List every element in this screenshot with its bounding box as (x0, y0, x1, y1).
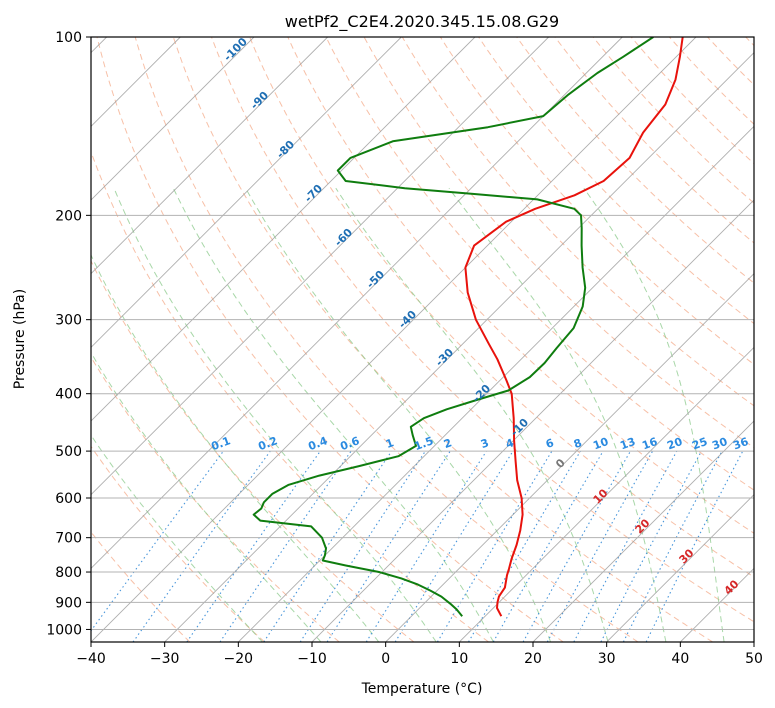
mixing-ratio-line (186, 450, 321, 642)
dry-adiabat-line (325, 37, 754, 491)
x-axis-label: Temperature (°C) (361, 681, 483, 697)
temperature-profile-line (464, 37, 684, 617)
isotherm-line (91, 37, 476, 422)
dry-adiabat-line (287, 37, 754, 534)
isotherms (91, 37, 754, 642)
plot-area: -100-90-80-70-60-50-40-30-20-100.1 0.2 0.4… (91, 37, 754, 642)
mixing-ratio-line (219, 450, 352, 642)
mixing-ratio-label: 6 (544, 436, 556, 451)
moist-adiabat-line (245, 187, 552, 642)
moist-adiabat-line (172, 187, 494, 642)
dry-adiabat-line (172, 37, 713, 642)
y-tick-label: 700 (55, 531, 82, 547)
x-tick-label: 40 (671, 651, 689, 667)
moist-adiabat-line (91, 351, 322, 642)
mixing-ratio-label: 10 (591, 435, 610, 453)
mixing-ratio-label: 30 (710, 435, 729, 453)
y-tick-label: 300 (55, 313, 82, 329)
x-tick-label: −10 (297, 651, 327, 667)
isotherm-line (311, 199, 754, 642)
moist-adiabat-line (113, 188, 437, 642)
mixing-ratio-line (436, 450, 553, 642)
dry-adiabat-line (516, 37, 754, 284)
y-axis-label: Pressure (hPa) (12, 289, 28, 389)
x-tick-label: 20 (524, 651, 542, 667)
mixing-ratio-label: 25 (690, 435, 709, 452)
mixing-ratio-line (600, 450, 702, 642)
dry-adiabat-line (91, 445, 265, 642)
moist-adiabat-line (91, 434, 263, 642)
moist-adiabat-line (335, 187, 609, 642)
isotherm-line (91, 37, 328, 275)
dry-adiabat-line (249, 37, 754, 578)
isotherm-line (459, 346, 754, 642)
mixing-ratio-label: 16 (640, 435, 659, 453)
mixing-ratio-line (326, 450, 451, 642)
mixing-ratio-label: 8 (572, 436, 584, 451)
dry-adiabat-line (96, 37, 564, 642)
pressure-gridlines (91, 37, 754, 630)
mixing-ratio-label: 3 (479, 436, 491, 451)
x-tick-label: 30 (598, 651, 616, 667)
mixing-ratio-label: 36 (731, 435, 750, 453)
y-tick-label: 600 (55, 491, 82, 507)
mixing-ratio-line (299, 450, 426, 642)
isotherm-line (91, 37, 697, 642)
isotherm-line (91, 37, 623, 569)
mixing-ratio-label: 1 (384, 436, 396, 451)
moist-adiabats (91, 187, 725, 642)
x-tick-label: 0 (381, 651, 390, 667)
isotherm-line (238, 125, 754, 642)
mixing-ratio-label: 20 (665, 435, 684, 453)
x-tick-label: 10 (450, 651, 468, 667)
mixing-ratio-label: 0.4 (306, 434, 329, 453)
plot-frame (90, 36, 755, 643)
mixing-ratio-label: 0.6 (338, 434, 361, 453)
chart-title: wetPf2_C2E4.2020.345.15.08.G29 (285, 12, 559, 32)
x-tick-label: −20 (224, 651, 254, 667)
isotherm-line (532, 420, 754, 642)
mixing-ratio-label: 13 (618, 435, 637, 452)
mixing-ratio-line (263, 450, 393, 642)
mixing-ratio-line (573, 450, 678, 642)
mixing-ratio-line (468, 450, 581, 642)
y-tick-label: 500 (55, 444, 82, 460)
y-axis-ticks: 100 200 300 400 500 600 700 800 900 1000 (46, 30, 91, 638)
mixing-ratio-line (365, 450, 487, 642)
mixing-ratio-label: 0.1 (209, 434, 232, 453)
isotherm-line (606, 494, 754, 642)
mixing-ratio-label: 1.5 (412, 434, 435, 453)
isotherm-line (385, 273, 754, 642)
x-tick-label: 50 (745, 651, 763, 667)
dry-adiabat-line (211, 37, 754, 623)
moist-adiabat-line (448, 187, 667, 642)
isotherm-line (91, 37, 255, 201)
x-axis-ticks: −40 −30 −20 −10 0 10 20 30 40 50 (76, 642, 763, 667)
mixing-ratio-label: 2 (442, 436, 454, 451)
y-tick-label: 900 (55, 595, 82, 611)
sounding-series (252, 37, 684, 617)
x-tick-label: −30 (150, 651, 180, 667)
y-tick-label: 1000 (46, 622, 82, 638)
y-tick-label: 200 (55, 208, 82, 224)
x-tick-label: −40 (76, 651, 106, 667)
isotherm-line (91, 37, 549, 496)
dry-adiabat-line (134, 37, 639, 642)
y-tick-label: 100 (55, 30, 82, 46)
y-tick-label: 800 (55, 565, 82, 581)
moist-adiabat-line (91, 253, 380, 642)
y-tick-label: 400 (55, 387, 82, 403)
isotherm-line (91, 37, 402, 348)
mixing-ratio-label: 0.2 (256, 434, 279, 453)
dewpoint-profile-line (252, 37, 654, 617)
dry-adiabat-line (91, 259, 415, 642)
mixing-ratio-label: 4 (504, 436, 516, 451)
isotherm-line (164, 52, 754, 642)
